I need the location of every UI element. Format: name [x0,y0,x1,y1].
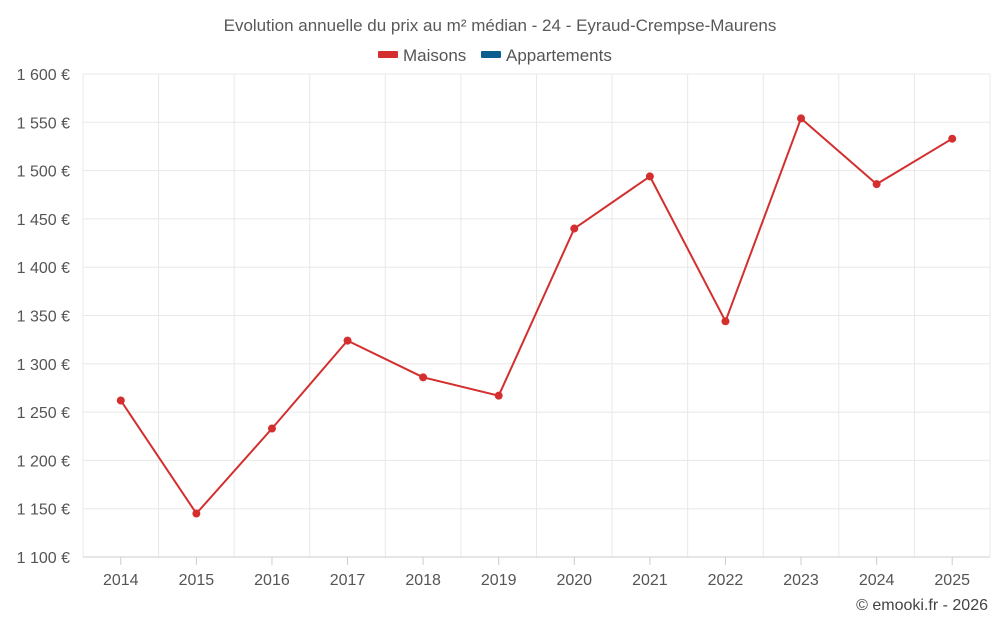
x-tick-label: 2014 [103,572,139,589]
x-tick-label: 2022 [708,572,744,589]
x-tick-label: 2016 [254,572,290,589]
y-tick-label: 1 400 € [17,260,70,277]
legend-label-maisons: Maisons [403,46,466,65]
y-tick-label: 1 500 € [17,164,70,181]
data-point[interactable] [721,317,730,326]
y-tick-label: 1 600 € [17,67,70,84]
data-point[interactable] [570,224,579,233]
x-tick-label: 2017 [330,572,366,589]
legend-label-appartements: Appartements [506,46,612,65]
y-tick-label: 1 300 € [17,357,70,374]
x-axis: 2014 2015 2016 2017 2018 2019 2020 2021 2022 2023… [83,556,990,589]
y-tick-label: 1 450 € [17,212,70,229]
x-tick-label: 2024 [859,572,895,589]
x-tick-label: 2015 [179,572,215,589]
y-tick-label: 1 350 € [17,309,70,326]
data-point[interactable] [419,373,428,382]
x-tick-label: 2020 [556,572,592,589]
y-tick-label: 1 150 € [17,502,70,519]
legend-swatch-maisons [378,51,398,58]
series [116,114,957,518]
y-tick-label: 1 200 € [17,453,70,470]
legend-item-maisons[interactable]: Maisons [378,46,466,65]
legend: Maisons Appartements [378,46,612,65]
y-tick-label: 1 100 € [17,550,70,567]
x-tick-label: 2019 [481,572,517,589]
y-tick-label: 1 250 € [17,405,70,422]
data-point[interactable] [797,114,806,123]
y-axis: 1 100 € 1 150 € 1 200 € 1 250 € 1 300 € 1 350… [17,67,70,567]
data-point[interactable] [192,509,201,518]
data-point[interactable] [267,424,276,433]
data-point[interactable] [494,391,503,400]
x-tick-label: 2018 [405,572,441,589]
data-point[interactable] [116,396,125,405]
legend-swatch-appartements [481,51,501,58]
grid [82,73,991,558]
x-tick-label: 2023 [783,572,819,589]
x-tick-label: 2025 [934,572,970,589]
series-line-maisons [119,117,953,515]
data-point[interactable] [343,336,352,345]
legend-item-appartements[interactable]: Appartements [481,46,612,65]
data-point[interactable] [948,134,957,143]
data-point[interactable] [872,180,881,189]
data-point[interactable] [645,172,654,181]
chart-title: Evolution annuelle du prix au m² médian … [224,16,777,35]
x-tick-label: 2021 [632,572,668,589]
credit-text: © emooki.fr - 2026 [856,597,988,614]
y-tick-label: 1 550 € [17,115,70,132]
